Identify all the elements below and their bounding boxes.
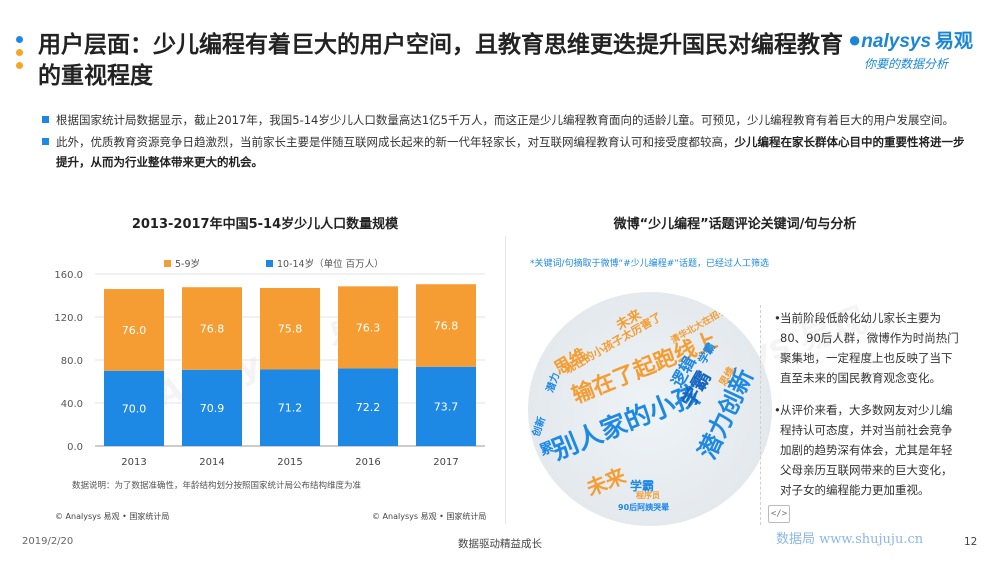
- analysys-logo: ●nalysys 易观 你要的数据分析: [848, 26, 994, 76]
- logo-tagline: 你要的数据分析: [864, 57, 949, 71]
- bar-10-14: [260, 369, 320, 446]
- bar-5-9: [338, 286, 398, 369]
- keyword-cloud: 别人家的小孩 输在了起跑线上 潜力创新 学霸 未来 逻辑 思维 现在的小孩子太厉害了累学霸 90…: [528, 292, 772, 526]
- x-tick-label: 2017: [433, 457, 458, 468]
- y-tick-label: 40.0: [61, 399, 83, 410]
- data-label: 72.2: [356, 401, 381, 414]
- bar-10-14: [338, 368, 398, 446]
- y-tick-label: 160.0: [54, 270, 83, 281]
- data-label: 73.7: [434, 400, 459, 413]
- bar-10-14: [182, 369, 242, 446]
- analysis-panel: 当前阶段低龄化幼儿家长主要为80、90后人群，微博作为时尚热门聚集地，一定程度上…: [760, 308, 960, 512]
- legend-swatch: [164, 260, 171, 267]
- data-label: 71.2: [278, 402, 303, 415]
- wordcloud-note: *关键词/句摘取于微博“#少儿编程#”话题，已经过人工筛选: [530, 259, 769, 269]
- code-icon[interactable]: </>: [768, 505, 790, 523]
- population-bar-chart: 0.0 40.0 80.0 120.0 160.0 70.0 76.0 2013 70.9 76.…: [54, 270, 485, 468]
- cloud-word: 学霸: [630, 479, 655, 493]
- analysis-item: 从评价来看，大多数网友对少儿编程持认可态度，并对当前社会竞争加剧的趋势深有体会，…: [760, 400, 960, 500]
- bar-10-14: [104, 370, 164, 446]
- data-label: 76.3: [356, 321, 381, 334]
- y-tick-label: 80.0: [61, 356, 83, 367]
- data-label: 70.9: [200, 402, 225, 415]
- data-label: 75.8: [278, 323, 303, 336]
- wordcloud-source: © Analysys 易观 • 国家统计局: [372, 512, 487, 521]
- title-dots: [16, 36, 24, 75]
- chart-source: © Analysys 易观 • 国家统计局: [55, 512, 170, 521]
- y-tick-label: 120.0: [54, 313, 83, 324]
- chart-title: 2013-2017年中国5-14岁少儿人口数量规模: [131, 217, 399, 232]
- legend-item-10-14: 10-14岁（单位 百万人）: [266, 256, 384, 270]
- cloud-word: 创新: [530, 415, 549, 439]
- wordcloud-title: 微博“少儿编程”话题评论关键词/句与分析: [613, 217, 857, 232]
- footer-slogan: 数据驱动精益成长: [458, 538, 542, 550]
- divider: [505, 236, 506, 524]
- footer-date: 2019/2/20: [22, 536, 74, 547]
- data-label: 70.0: [122, 402, 147, 415]
- x-tick-label: 2014: [199, 457, 224, 468]
- bullet-1: 根据国家统计局数据显示，截止2017年，我国5-14岁少儿人口数量高达1亿5千万…: [40, 110, 970, 130]
- cloud-word: 90后阿姨哭晕: [618, 503, 670, 512]
- chart-note: 数据说明：为了数据准确性，年龄结构划分按照国家统计局公布结构维度为准: [72, 481, 362, 491]
- analysis-item: 当前阶段低龄化幼儿家长主要为80、90后人群，微博作为时尚热门聚集地，一定程度上…: [760, 308, 960, 388]
- dot-3: [16, 62, 23, 69]
- cloud-word: 程序员: [636, 491, 660, 500]
- data-label: 76.0: [122, 324, 147, 337]
- page-title: 用户层面：少儿编程有着巨大的用户空间，且教育思维更迭提升国民对编程教育的重视程度: [38, 32, 843, 89]
- bar-5-9: [182, 287, 242, 370]
- dot-1: [16, 36, 23, 43]
- bullet-2: 此外，优质教育资源竞争日趋激烈，当前家长主要是伴随互联网成长起来的新一代年轻家长…: [40, 132, 970, 172]
- x-tick-label: 2015: [277, 457, 302, 468]
- data-label: 76.8: [200, 323, 225, 336]
- bar-5-9: [104, 289, 164, 371]
- footer-site-watermark: 数据局 www.shujuju.cn: [776, 532, 924, 547]
- bar-10-14: [416, 366, 476, 446]
- legend-item-5-9: 5-9岁: [164, 256, 200, 270]
- logo-text: ●nalysys 易观: [848, 27, 974, 52]
- intro-bullets: 根据国家统计局数据显示，截止2017年，我国5-14岁少儿人口数量高达1亿5千万…: [40, 110, 970, 174]
- y-tick-label: 0.0: [67, 442, 83, 453]
- cloud-word: 未来: [582, 463, 630, 501]
- bar-5-9: [260, 287, 320, 370]
- data-label: 76.8: [434, 319, 459, 332]
- x-tick-label: 2016: [355, 457, 380, 468]
- cloud-word: 潜力: [544, 371, 563, 395]
- dot-2: [16, 49, 23, 56]
- legend-swatch: [266, 260, 273, 267]
- page-number: 12: [964, 536, 978, 548]
- x-tick-label: 2013: [121, 457, 146, 468]
- bar-5-9: [416, 284, 476, 367]
